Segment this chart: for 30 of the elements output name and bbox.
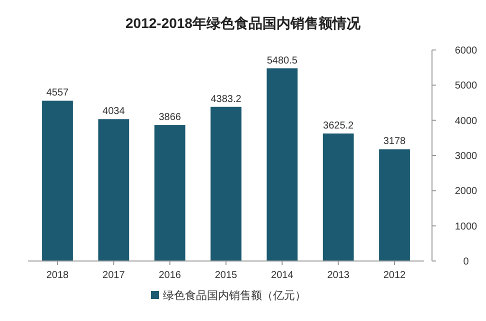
bar — [210, 106, 242, 261]
bar — [154, 125, 186, 261]
x-tick-label: 2016 — [158, 270, 182, 281]
data-label: 5480.5 — [266, 55, 298, 66]
y-tick-label: 6000 — [454, 46, 478, 56]
data-label: 3178 — [383, 136, 406, 148]
bar — [98, 119, 130, 261]
y-tick-label: 1000 — [454, 221, 478, 232]
x-tick-label: 2015 — [214, 270, 238, 281]
chart-title: 2012-2018年绿色食品国内销售额情况 — [126, 15, 362, 31]
x-tick-label: 2014 — [271, 270, 294, 281]
bar — [42, 100, 73, 261]
data-label: 4383.2 — [210, 94, 242, 105]
x-tick-label: 2017 — [102, 270, 126, 281]
data-label: 3625.2 — [323, 120, 354, 132]
data-label: 4557 — [46, 88, 70, 99]
y-tick-label: 0 — [463, 256, 470, 268]
legend-label: 绿色食品国内销售额（亿元） — [163, 289, 306, 302]
x-tick-label: 2013 — [327, 270, 350, 281]
x-tick-label: 2018 — [46, 270, 70, 281]
data-label: 3866 — [158, 112, 182, 124]
y-tick-label: 3000 — [454, 151, 478, 162]
y-tick-label: 4000 — [454, 116, 478, 127]
data-label: 4034 — [102, 106, 126, 118]
bar — [322, 134, 354, 261]
bar — [266, 68, 298, 261]
bar — [379, 149, 410, 261]
y-tick-label: 5000 — [454, 80, 478, 92]
y-tick-label: 2000 — [454, 186, 478, 198]
x-tick-label: 2012 — [383, 270, 406, 281]
